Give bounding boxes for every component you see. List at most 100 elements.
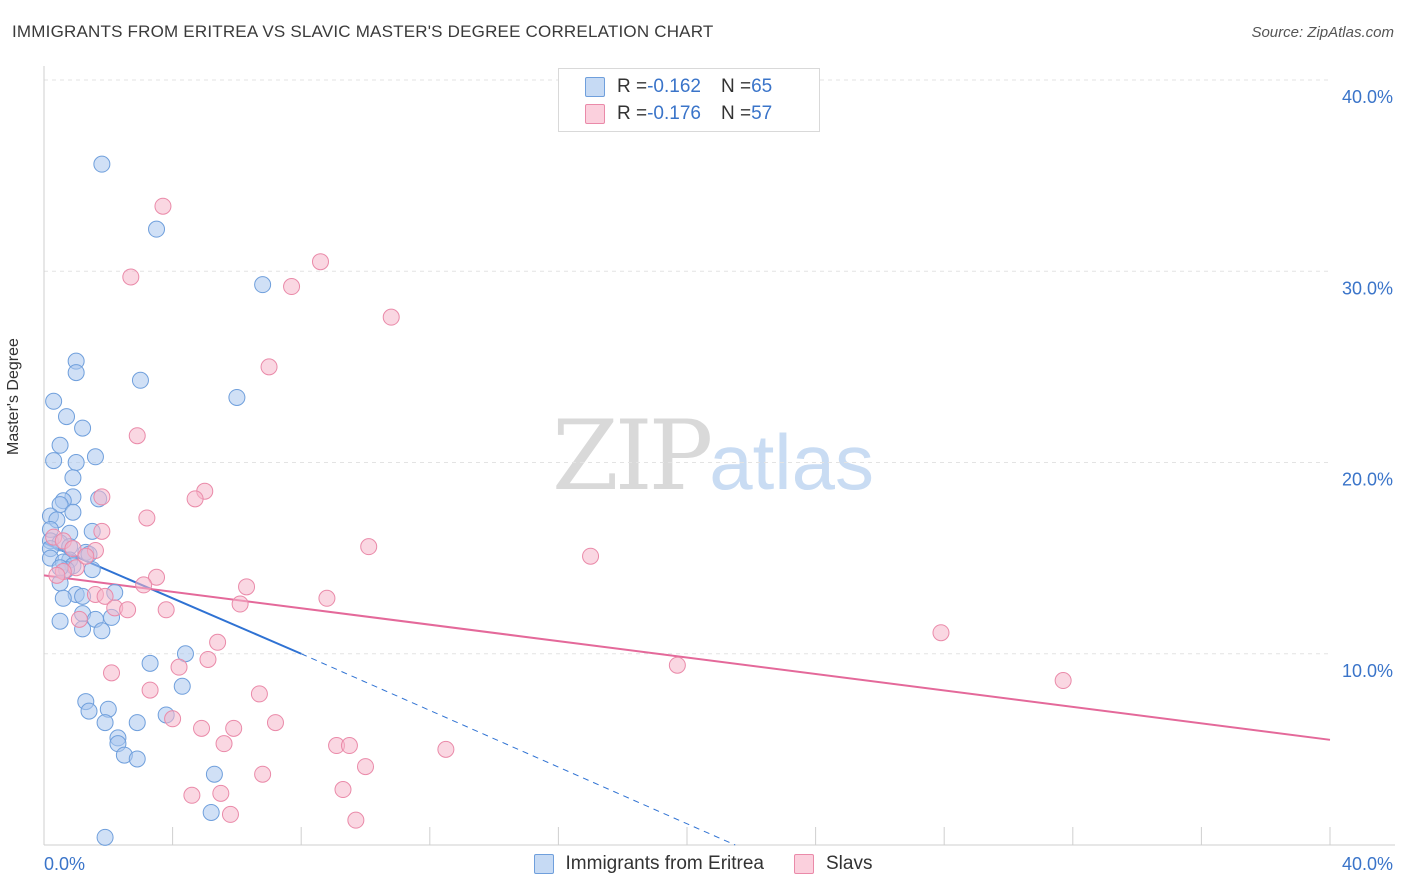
eritrea-point — [45, 392, 63, 410]
slavs-point — [231, 595, 249, 613]
slavs-point — [283, 278, 301, 296]
legend-r-label: R = — [617, 103, 648, 124]
slavs-point — [347, 811, 365, 829]
legend-swatch-eritrea — [585, 77, 605, 97]
slavs-point — [183, 786, 201, 804]
eritrea-point — [67, 454, 85, 471]
slavs-point — [1054, 672, 1072, 690]
slavs-point — [582, 547, 600, 565]
legend-n-label: N = — [720, 103, 752, 124]
slavs-point — [119, 601, 137, 619]
slavs-point — [148, 568, 166, 586]
slavs-point — [170, 658, 188, 676]
legend-item-slavs[interactable]: Slavs — [794, 850, 872, 878]
trend-line-extension — [300, 653, 736, 846]
slavs-point — [154, 197, 172, 215]
eritrea-point — [228, 388, 246, 406]
slavs-point — [70, 610, 88, 628]
slavs-point — [311, 253, 329, 271]
eritrea-point — [205, 765, 223, 783]
correlation-legend: R = -0.162 N = 65 R = -0.176 N = 57 — [558, 68, 820, 132]
slavs-point — [96, 587, 114, 605]
eritrea-point — [93, 155, 111, 173]
slavs-point — [103, 664, 121, 682]
slavs-point — [157, 601, 175, 619]
slavs-point — [221, 805, 239, 823]
eritrea-point — [254, 276, 272, 294]
legend-r-label: R = — [617, 76, 648, 97]
eritrea-point — [128, 714, 146, 732]
eritrea-point — [51, 612, 69, 630]
slavs-point — [225, 719, 243, 737]
eritrea-point — [93, 622, 111, 640]
slavs-point — [193, 719, 211, 737]
eritrea-point — [64, 503, 82, 521]
slavs-point — [93, 522, 111, 540]
chart-title: IMMIGRANTS FROM ERITREA VS SLAVIC MASTER… — [12, 22, 714, 41]
legend-swatch-slavs — [585, 104, 605, 124]
eritrea-point — [80, 702, 98, 720]
eritrea-point — [67, 364, 85, 382]
eritrea-point — [51, 436, 69, 454]
slavs-point — [340, 737, 358, 755]
slavs-point — [199, 650, 217, 668]
legend-swatch-eritrea — [533, 854, 554, 874]
slavs-point — [215, 735, 233, 753]
eritrea-point — [58, 408, 76, 426]
slavs-point — [212, 784, 230, 802]
slavs-point — [135, 576, 153, 594]
slavs-point — [128, 427, 146, 445]
series-legend: Immigrants from Eritrea Slavs — [0, 850, 1406, 878]
slavs-point — [437, 740, 455, 758]
slavs-point — [64, 540, 82, 558]
eritrea-point — [96, 828, 114, 846]
legend-n-value: 57 — [751, 103, 773, 124]
slavs-point — [238, 578, 256, 596]
slavs-point — [122, 268, 140, 286]
tick-labels: 10.0% 20.0% 30.0% 40.0% 0.0% 40.0% — [44, 87, 1393, 874]
eritrea-point — [141, 654, 159, 672]
slavs-point — [77, 547, 95, 565]
y-tick-label: 30.0% — [1342, 278, 1393, 298]
legend-n-label: N = — [720, 76, 752, 97]
watermark-zip: ZIP — [552, 400, 713, 512]
eritrea-point — [128, 750, 146, 768]
eritrea-point — [64, 469, 82, 487]
data-points — [41, 155, 1072, 846]
y-tick-label: 20.0% — [1342, 470, 1393, 490]
legend-row-slavs: R = -0.176 N = 57 — [585, 101, 772, 127]
legend-row-eritrea: R = -0.162 N = 65 — [585, 74, 772, 100]
eritrea-point — [202, 803, 220, 821]
slavs-point — [932, 624, 950, 642]
legend-swatch-slavs — [794, 854, 814, 874]
slavs-point — [186, 490, 204, 508]
trend-lines — [43, 541, 1331, 846]
y-tick-label: 10.0% — [1342, 661, 1393, 681]
eritrea-point — [173, 677, 191, 695]
legend-r-value: -0.162 — [647, 76, 701, 97]
slavs-point — [93, 488, 111, 506]
legend-label-eritrea: Immigrants from Eritrea — [565, 853, 764, 874]
slavs-point — [334, 781, 352, 799]
slavs-point — [48, 566, 66, 584]
slavs-point — [141, 681, 159, 699]
trend-line — [43, 574, 1331, 741]
slavs-point — [357, 758, 374, 776]
legend-r-value: -0.176 — [647, 103, 701, 124]
x-tick-label: 40.0% — [1342, 854, 1393, 874]
eritrea-point — [74, 419, 92, 437]
legend-n-value: 65 — [751, 76, 773, 97]
slavs-point — [266, 714, 284, 732]
slavs-point — [250, 685, 268, 703]
slavs-point — [138, 509, 156, 527]
eritrea-point — [131, 371, 149, 389]
axes — [43, 66, 1395, 846]
x-tick-label: 0.0% — [44, 854, 85, 874]
legend-item-eritrea[interactable]: Immigrants from Eritrea — [533, 850, 764, 878]
eritrea-point — [148, 220, 166, 238]
slavs-point — [260, 358, 278, 376]
source-label: Source: ZipAtlas.com — [1251, 24, 1394, 41]
slavs-point — [164, 710, 182, 728]
grid — [44, 79, 1330, 655]
